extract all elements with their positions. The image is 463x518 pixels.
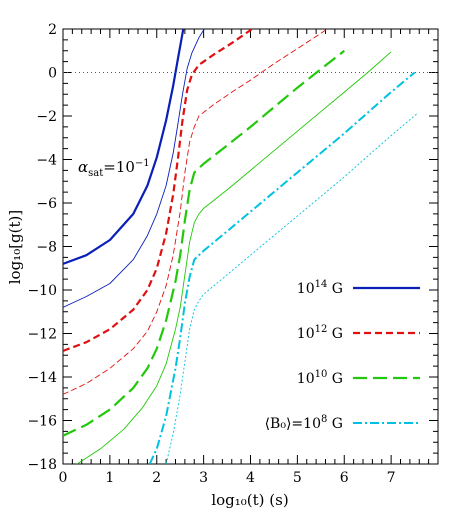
x-axis-label: log₁₀(t) (s) [211, 491, 288, 509]
x-tick-label: 3 [199, 470, 208, 486]
y-tick-label: 2 [48, 22, 57, 38]
x-tick-label: 7 [387, 470, 396, 486]
y-tick-label: −16 [27, 414, 57, 430]
x-tick-label: 2 [152, 470, 161, 486]
legend: 1014 G 1012 G 1010 G ⟨B₀⟩=108 G [265, 279, 420, 432]
ticks [62, 28, 439, 465]
y-tick-label: −12 [27, 327, 57, 343]
y-tick-label: −8 [36, 240, 57, 256]
y-tick-label: 0 [48, 66, 57, 82]
series-line-6 [148, 71, 416, 464]
series-line-3 [63, 29, 328, 395]
series-group [63, 29, 418, 464]
series-line-7 [165, 113, 418, 464]
x-tick-label: 6 [340, 470, 349, 486]
y-axis-label: log₁₀[g(t)] [6, 210, 24, 285]
series-line-2 [63, 29, 255, 352]
x-tick-label: 0 [59, 470, 68, 486]
series-line-0 [63, 29, 185, 265]
x-tick-label: 1 [105, 470, 114, 486]
y-tick-label: −2 [36, 109, 57, 125]
series-line-5 [76, 51, 392, 464]
legend-label: 1010 G [297, 369, 343, 387]
series-line-4 [63, 49, 345, 437]
x-tick-label: 4 [246, 470, 255, 486]
legend-label: 1012 G [297, 324, 343, 342]
legend-label: ⟨B₀⟩=108 G [265, 414, 343, 432]
tick-labels: 0 1 2 3 4 5 6 7 2 0 −2 −4 −6 −8 −10 −12 −14 −16 −18 [27, 22, 395, 486]
y-tick-label: −4 [36, 153, 57, 169]
y-tick-label: −10 [27, 283, 57, 299]
y-tick-label: −14 [27, 370, 57, 386]
y-tick-label: −6 [36, 196, 57, 212]
series-line-1 [63, 29, 205, 308]
x-tick-label: 5 [293, 470, 302, 486]
y-tick-label: −18 [27, 457, 57, 473]
legend-label: 1014 G [297, 279, 343, 297]
plot-frame [62, 28, 439, 465]
annotation-alpha-sat: αsat=10−1 [78, 158, 150, 179]
